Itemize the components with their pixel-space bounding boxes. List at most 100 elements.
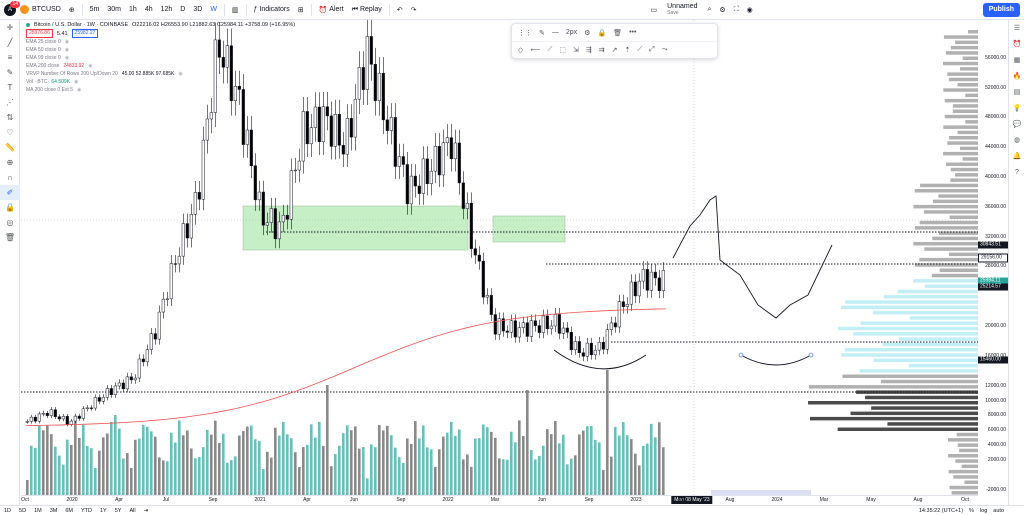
draw-tool-row1-6-icon[interactable]: 🗑: [613, 29, 623, 37]
replay-button[interactable]: ⏮ Replay: [351, 5, 382, 14]
visibility-icon[interactable]: ◉: [74, 79, 79, 85]
chart-type-button[interactable]: ▥: [231, 6, 239, 14]
gear-icon[interactable]: ⚙: [719, 6, 726, 14]
streams-icon[interactable]: ◍: [1013, 137, 1021, 144]
range-5y[interactable]: 5Y: [114, 507, 122, 514]
visibility-icon[interactable]: ◉: [64, 39, 70, 45]
interval-5m[interactable]: 5m: [89, 6, 100, 13]
buy-price[interactable]: 25982.27: [71, 29, 99, 38]
visibility-icon[interactable]: ◉: [76, 87, 82, 93]
heart-icon[interactable]: ♡: [6, 128, 14, 137]
range-ytd[interactable]: YTD: [80, 507, 92, 514]
trash-icon[interactable]: 🗑: [4, 233, 16, 242]
eye-icon[interactable]: ◎: [6, 218, 14, 227]
zoom-icon[interactable]: ⊕: [6, 158, 14, 167]
range-6m[interactable]: 6M: [65, 507, 73, 514]
watchlist-icon[interactable]: ☰: [1013, 25, 1021, 32]
indicator-row[interactable]: EMA 25 close 0 ◉: [26, 38, 295, 46]
indicators-button[interactable]: ƒ Indicators: [253, 6, 290, 13]
time-axis[interactable]: Mon 08 May '23 Oct 2020 Apr Jul Sep 2021 Apr Ju…: [21, 495, 978, 505]
draw-tool-row1-0-icon[interactable]: ⋮⋮: [518, 29, 532, 37]
auto-toggle[interactable]: auto: [993, 507, 1004, 514]
range-all[interactable]: All: [129, 507, 136, 514]
fullscreen-icon[interactable]: ⛶: [733, 5, 739, 13]
log-toggle[interactable]: log: [979, 507, 988, 514]
draw-tool-row1-1-icon[interactable]: ✎: [539, 29, 545, 37]
visibility-icon[interactable]: ◉: [88, 63, 93, 69]
date-range-icon[interactable]: ⇥: [143, 507, 149, 514]
redo-button[interactable]: ↷: [410, 6, 417, 14]
chat-icon[interactable]: 💬: [1012, 121, 1022, 128]
indicator-row[interactable]: MA 200 close 0 Ext 5 ◉: [26, 86, 295, 94]
alerts-icon[interactable]: ⏰: [1012, 41, 1022, 48]
range-1m[interactable]: 1M: [34, 507, 42, 514]
stay-drawing-icon[interactable]: ✐: [0, 185, 20, 200]
interval-1h[interactable]: 1h: [129, 6, 137, 13]
draw-tool-row1-3-icon[interactable]: 2px: [565, 29, 578, 36]
brush-icon[interactable]: ✎: [6, 68, 14, 77]
fib-icon[interactable]: ≡: [7, 53, 13, 62]
visibility-icon[interactable]: ◉: [64, 47, 70, 53]
price-chart[interactable]: [21, 20, 1008, 495]
camera-icon[interactable]: ◉: [746, 6, 753, 14]
visibility-icon[interactable]: ◉: [178, 71, 183, 77]
templates-button[interactable]: ⊞: [297, 6, 304, 14]
draw-tool-row1-5-icon[interactable]: 🔒: [597, 29, 607, 37]
draw-tool-row2-3-icon[interactable]: ⬚: [559, 47, 566, 54]
draw-tool-row2-11-icon[interactable]: ⤳: [661, 46, 668, 53]
indicator-row[interactable]: EMA 200 close 24833.92 ◉: [26, 62, 295, 70]
user-avatar[interactable]: A 14: [4, 0, 20, 16]
draw-tool-row2-6-icon[interactable]: ⇉: [598, 47, 605, 54]
search-icon[interactable]: ⌕: [707, 5, 712, 13]
magnet-icon[interactable]: ∩: [7, 173, 13, 182]
pattern-icon[interactable]: ⋰: [6, 98, 14, 107]
clock-label[interactable]: 14:35:22 (UTC+1): [918, 507, 964, 514]
draw-tool-row2-4-icon[interactable]: ⇲: [572, 47, 579, 54]
draw-tool-row1-2-icon[interactable]: —: [551, 29, 559, 36]
help-icon[interactable]: ?: [1015, 168, 1019, 176]
range-1d[interactable]: 1D: [4, 507, 12, 514]
draw-tool-row2-10-icon[interactable]: ⤢: [649, 46, 655, 53]
compare-symbol-button[interactable]: ⊕: [68, 6, 75, 14]
trendline-icon[interactable]: ╱: [7, 38, 13, 47]
interval-w[interactable]: W: [210, 6, 217, 13]
interval-d[interactable]: D: [180, 6, 186, 13]
data-window-icon[interactable]: ▦: [1013, 57, 1021, 64]
publish-button[interactable]: Publish: [982, 2, 1020, 17]
undo-button[interactable]: ↶: [396, 6, 403, 14]
hotlist-icon[interactable]: 🔥: [1012, 73, 1022, 80]
draw-tool-row1-4-icon[interactable]: ⚙: [584, 29, 591, 37]
draw-tool-row2-2-icon[interactable]: ⟋: [547, 46, 553, 53]
ruler-icon[interactable]: 📏: [5, 143, 15, 152]
indicator-row[interactable]: EMA 50 close 0 ◉: [26, 46, 295, 54]
text-icon[interactable]: T: [7, 83, 13, 92]
indicator-row[interactable]: Vol · BTC 64.509K ◉: [26, 78, 295, 86]
price-axis[interactable]: 56000.00 52000.00 48000.00 44000.00 40000.00…: [978, 20, 1008, 495]
interval-3d[interactable]: 3D: [193, 6, 203, 13]
alert-button[interactable]: ⏰ Alert: [318, 6, 344, 14]
percent-toggle[interactable]: %: [969, 507, 974, 514]
draw-tool-row2-9-icon[interactable]: ⟋: [637, 46, 643, 53]
chart-area[interactable]: [21, 20, 1008, 495]
range-3m[interactable]: 3M: [49, 507, 58, 514]
interval-4h[interactable]: 4h: [144, 6, 153, 13]
draw-tool-row2-1-icon[interactable]: ⟵: [530, 47, 541, 54]
draw-tool-row1-7-icon[interactable]: •••: [629, 29, 637, 36]
indicator-row[interactable]: EMA 99 close 0 ◉: [26, 54, 295, 62]
lock-icon[interactable]: 🔒: [5, 203, 15, 212]
notifications-icon[interactable]: 🔔: [1012, 153, 1022, 160]
draw-tool-row2-0-icon[interactable]: ◇: [518, 47, 524, 54]
layout-icon[interactable]: ▭: [650, 6, 658, 14]
draw-tool-row2-5-icon[interactable]: ⇶: [585, 47, 592, 54]
draw-tool-row2-8-icon[interactable]: ⇡: [624, 47, 631, 54]
range-1y[interactable]: 1Y: [99, 507, 107, 514]
ideas-icon[interactable]: 💡: [1012, 105, 1022, 112]
crosshair-icon[interactable]: ✛: [6, 23, 14, 32]
calendar-icon[interactable]: ▤: [1013, 89, 1021, 96]
interval-12h[interactable]: 12h: [160, 6, 173, 13]
indicator-row[interactable]: VRVP Number Of Rows 200 Up/Down 20 45.00 …: [26, 70, 295, 78]
prediction-icon[interactable]: ⇅: [6, 113, 14, 122]
symbol-search[interactable]: BTCUSD: [16, 0, 65, 20]
sell-price[interactable]: 25976.86: [26, 29, 53, 38]
interval-30m[interactable]: 30m: [107, 6, 122, 13]
